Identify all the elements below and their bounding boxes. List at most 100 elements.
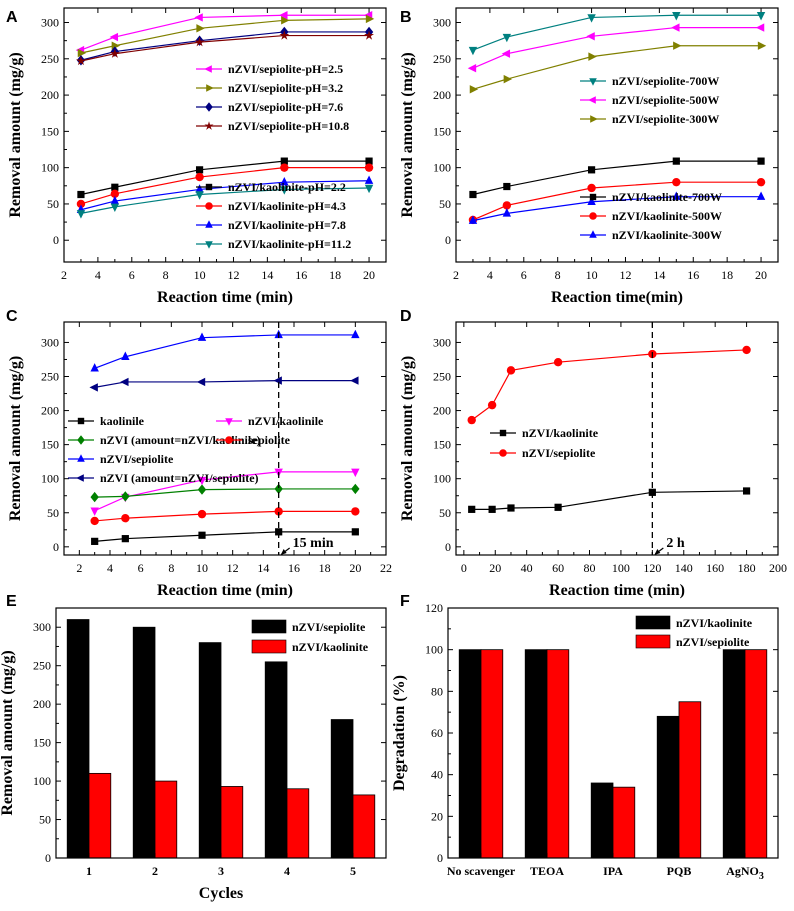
data-point xyxy=(111,183,119,191)
y-tick-label: 120 xyxy=(425,601,443,615)
data-point xyxy=(589,78,597,86)
x-tick-label: 14 xyxy=(653,268,665,282)
plot-frame xyxy=(455,321,779,556)
data-point xyxy=(76,55,86,66)
series-line xyxy=(94,379,356,388)
legend-label: nZVI/sepiolite-500W xyxy=(612,93,719,107)
data-point xyxy=(77,190,85,199)
legend-item: nZVI/kaolinite xyxy=(251,639,369,654)
series-sepiolite xyxy=(90,507,360,526)
y-tick-label: 150 xyxy=(41,438,59,452)
series-line xyxy=(472,14,762,51)
data-point xyxy=(351,329,360,339)
y-tick-label: 300 xyxy=(41,335,59,349)
x-tick-label: 4 xyxy=(95,268,101,282)
data-point xyxy=(89,383,98,392)
x-axis-label: Reaction time (min) xyxy=(157,582,293,599)
x-tick-label: 180 xyxy=(738,561,756,575)
series-kaolinile xyxy=(91,528,359,545)
data-point xyxy=(468,46,478,56)
series-nzvi-sepiolite-500w xyxy=(467,23,765,73)
legend-label: nZVI/sepiolite xyxy=(676,635,750,649)
y-tick-label: 150 xyxy=(41,124,59,138)
data-point xyxy=(467,415,476,425)
category-label: 2 xyxy=(152,864,158,878)
data-point xyxy=(195,172,204,182)
x-tick-label: 160 xyxy=(706,561,724,575)
data-point xyxy=(365,157,373,165)
data-point xyxy=(589,193,597,201)
data-point xyxy=(467,64,477,73)
x-tick-label: 8 xyxy=(555,268,561,282)
panel-label: B xyxy=(400,9,412,26)
data-point xyxy=(673,41,682,50)
data-point xyxy=(501,49,511,58)
bar xyxy=(744,649,768,859)
y-tick-label: 0 xyxy=(53,540,59,554)
series-line xyxy=(80,14,370,51)
bar xyxy=(480,649,504,859)
data-point xyxy=(503,74,513,84)
bar xyxy=(546,649,570,859)
category-label: No scavenger xyxy=(447,864,516,878)
data-point xyxy=(589,230,597,238)
x-tick-label: 18 xyxy=(721,268,733,282)
panel-e: E 0 50 100 150 200 250 300 1 2 3 4 5 Cycles Removal am… xyxy=(0,593,387,902)
legend-item: sepiolite xyxy=(216,433,291,447)
data-point xyxy=(499,429,507,437)
data-point xyxy=(586,32,595,41)
x-tick-label: 16 xyxy=(687,268,699,282)
y-tick-label: 300 xyxy=(433,335,451,349)
legend-item: nZVI/sepiolite-pH=3.2 xyxy=(196,81,343,95)
y-tick-label: 150 xyxy=(33,736,51,750)
data-point xyxy=(502,33,512,43)
data-point xyxy=(672,157,680,165)
data-point xyxy=(121,491,130,502)
panel-c: C 0 50 100 150 200 250 300 2 4 6 8 10 12 14 16 18 20 22 15 … xyxy=(6,308,392,599)
annotation-arrowhead xyxy=(654,549,661,555)
category-label: PQB xyxy=(667,864,692,878)
annotation-label: 15 min xyxy=(293,536,334,551)
legend: nZVI/kaolinite nZVI/sepiolite xyxy=(490,426,599,460)
y-tick-label: 200 xyxy=(433,88,451,102)
legend-label: nZVI/sepiolite-300W xyxy=(612,112,719,126)
legend: nZVI/sepiolite-pH=2.5 nZVI/sepiolite-pH=3… xyxy=(196,62,349,133)
series-nzvi-kaolinite-ph-11-2 xyxy=(76,184,374,219)
legend-item: nZVI/sepiolite xyxy=(251,619,366,634)
data-point xyxy=(76,199,86,209)
data-point xyxy=(205,202,213,210)
panel-a: A 0 50 100 150 200 250 300 2 4 6 8 10 12 14 16 18 20 React… xyxy=(6,7,387,306)
data-point xyxy=(110,189,120,198)
data-point xyxy=(110,203,120,213)
data-point xyxy=(351,507,360,516)
data-point xyxy=(488,505,496,513)
legend-label: nZVI/kaolinite-pH=2.2 xyxy=(228,180,346,194)
data-point xyxy=(194,36,205,47)
data-point xyxy=(502,201,512,210)
legend-label: nZVI/kaolinite-pH=4.3 xyxy=(228,199,346,213)
panel-label: D xyxy=(400,308,412,325)
x-tick-label: 10 xyxy=(194,268,206,282)
y-tick-label: 200 xyxy=(33,697,51,711)
y-tick-label: 300 xyxy=(41,16,59,30)
x-tick-label: 8 xyxy=(163,268,169,282)
legend-item: nZVI/sepiolite xyxy=(635,634,750,649)
data-point xyxy=(90,507,99,516)
legend-label: nZVI/kaolinile xyxy=(248,414,324,428)
x-tick-label: 14 xyxy=(257,561,269,575)
y-tick-label: 150 xyxy=(433,438,451,452)
bar xyxy=(678,701,702,859)
data-point xyxy=(91,537,99,545)
y-tick-label: 60 xyxy=(431,726,443,740)
x-tick-label: 6 xyxy=(521,268,527,282)
legend-label: nZVI/sepiolite xyxy=(522,446,596,460)
data-point xyxy=(589,212,597,220)
data-point xyxy=(364,175,374,184)
legend-swatch xyxy=(251,639,287,654)
x-axis-label: Reaction time (min) xyxy=(549,582,685,599)
x-tick-label: 20 xyxy=(349,561,361,575)
data-point xyxy=(280,163,289,172)
bar xyxy=(352,794,376,859)
legend-item: nZVI (amount=nZVI/sepiolite) xyxy=(68,471,259,485)
y-tick-label: 250 xyxy=(41,52,59,66)
